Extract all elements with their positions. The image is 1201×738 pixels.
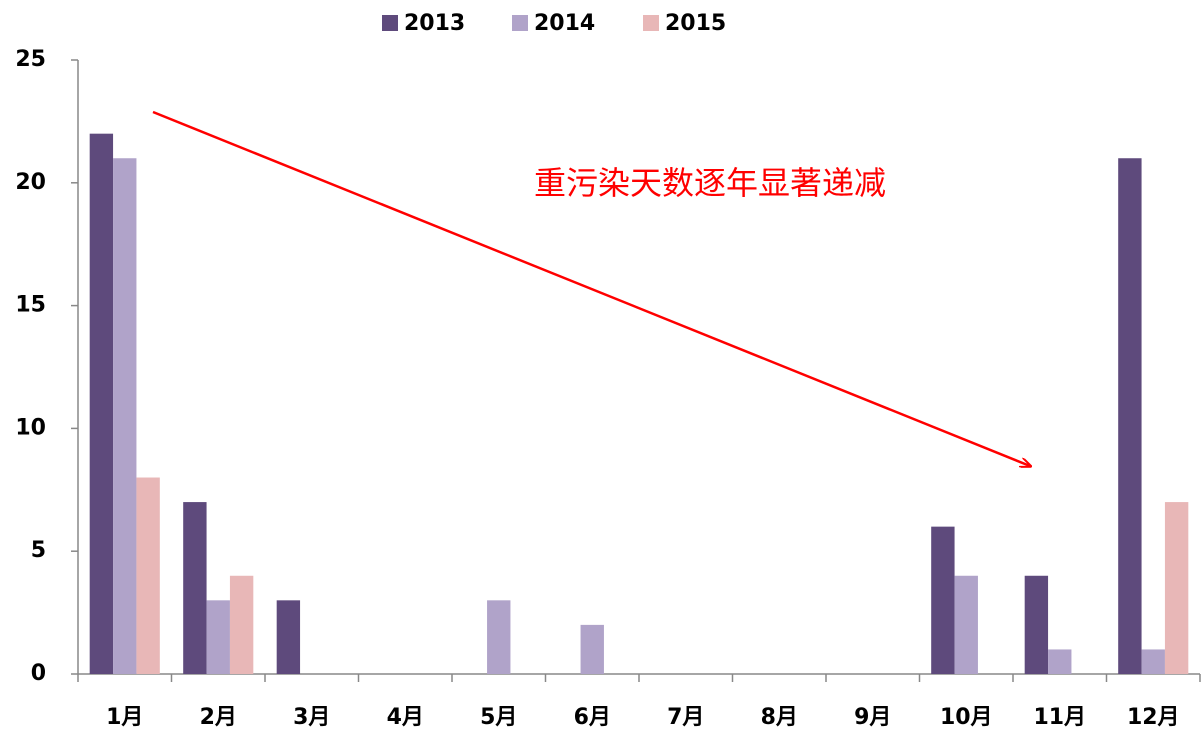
x-tick-label: 11月 (1033, 705, 1086, 730)
x-tick-label: 12月 (1127, 705, 1180, 730)
x-tick-label: 1月 (106, 705, 143, 730)
bar (89, 133, 114, 674)
x-tick-label: 6月 (574, 705, 611, 730)
bar (487, 600, 511, 674)
trend-arrow (152, 110, 1030, 466)
bar (580, 624, 604, 674)
bar (954, 575, 978, 674)
x-tick-label: 3月 (293, 705, 330, 730)
x-tick-label: 4月 (387, 705, 424, 730)
legend-label: 2015 (665, 11, 726, 36)
bar (931, 526, 955, 674)
legend-swatch (643, 15, 659, 31)
y-tick-label: 25 (15, 47, 46, 72)
legend-swatch (382, 15, 398, 31)
bar (1141, 649, 1165, 674)
x-tick-label: 7月 (667, 705, 704, 730)
x-tick-label: 10月 (940, 705, 993, 730)
y-tick-label: 10 (15, 415, 46, 440)
y-tick-label: 15 (15, 293, 46, 318)
bar (113, 158, 137, 675)
bar (206, 600, 230, 674)
bar (1164, 502, 1189, 674)
bar (276, 600, 301, 674)
legend-label: 2013 (404, 11, 465, 36)
bar (1048, 649, 1072, 674)
bar (136, 477, 160, 674)
y-tick-label: 5 (31, 538, 46, 563)
legend-swatch (512, 15, 528, 31)
bar (229, 575, 254, 674)
annotation: 重污染天数逐年显著递减 (534, 164, 886, 202)
bar (1024, 575, 1049, 674)
x-tick-label: 2月 (200, 705, 237, 730)
x-tick-label: 9月 (854, 705, 891, 730)
bar (1118, 158, 1142, 675)
x-tick-label: 5月 (480, 705, 517, 730)
y-tick-label: 20 (15, 170, 46, 195)
y-tick-label: 0 (31, 661, 46, 686)
legend-label: 2014 (534, 11, 595, 36)
x-tick-label: 8月 (761, 705, 798, 730)
bar (183, 502, 207, 674)
